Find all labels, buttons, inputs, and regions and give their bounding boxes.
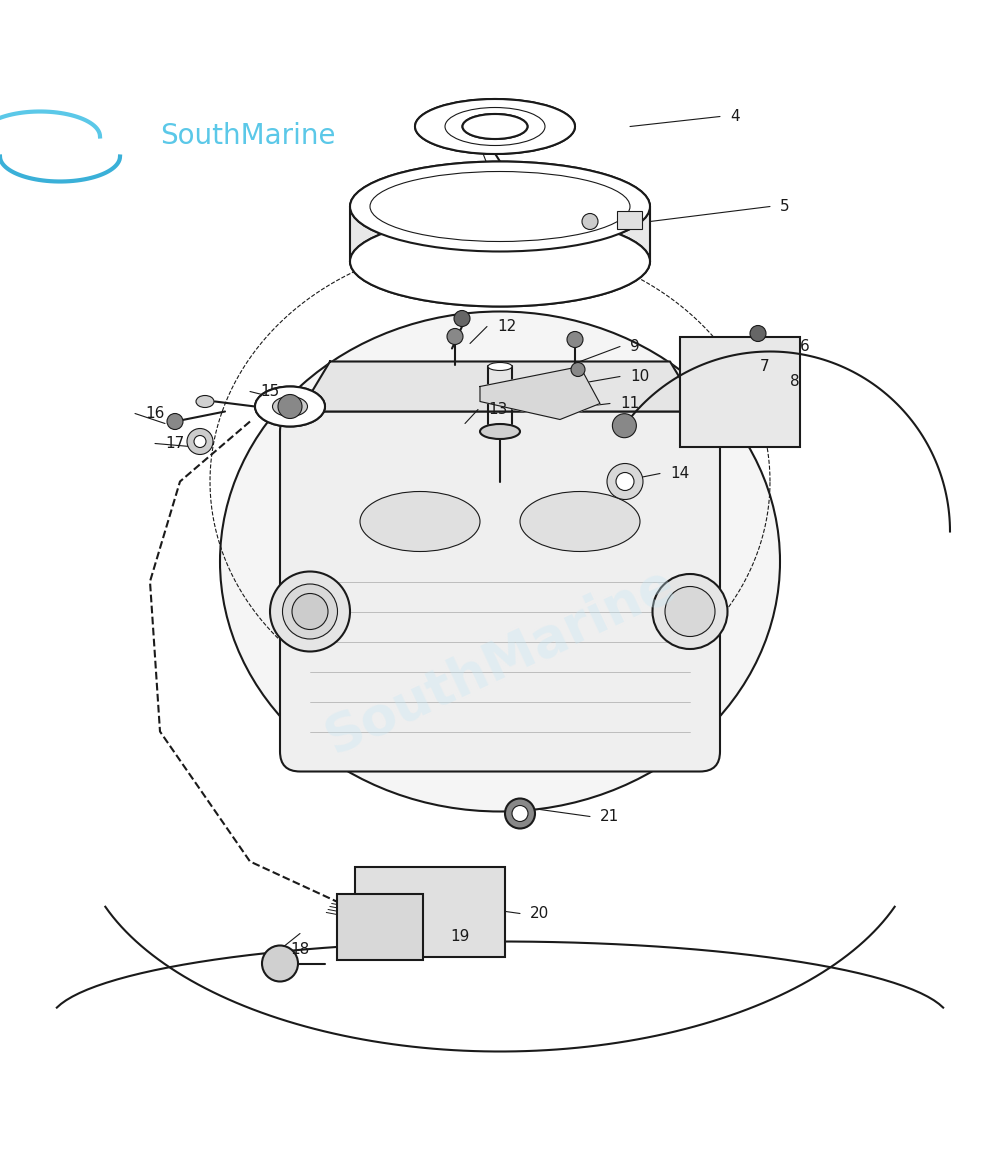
Text: 17: 17 <box>165 436 184 451</box>
Text: 8: 8 <box>790 374 800 388</box>
Ellipse shape <box>283 584 338 638</box>
Ellipse shape <box>196 395 214 407</box>
Circle shape <box>567 331 583 348</box>
Text: 21: 21 <box>600 809 619 825</box>
Ellipse shape <box>520 492 640 551</box>
Text: 18: 18 <box>290 942 309 957</box>
Text: 4: 4 <box>730 109 740 124</box>
Circle shape <box>512 806 528 821</box>
Text: 11: 11 <box>620 395 639 411</box>
Ellipse shape <box>350 162 650 251</box>
Ellipse shape <box>445 107 545 145</box>
FancyBboxPatch shape <box>337 893 423 959</box>
Ellipse shape <box>652 575 728 649</box>
Text: 20: 20 <box>530 906 549 921</box>
FancyBboxPatch shape <box>617 211 642 228</box>
Text: 7: 7 <box>760 359 770 374</box>
FancyBboxPatch shape <box>355 866 505 956</box>
Circle shape <box>194 435 206 448</box>
Circle shape <box>167 414 183 429</box>
Text: 13: 13 <box>488 402 507 418</box>
Circle shape <box>750 326 766 342</box>
Text: 9: 9 <box>630 338 640 354</box>
Ellipse shape <box>462 114 528 140</box>
Text: 12: 12 <box>497 319 516 334</box>
Circle shape <box>612 414 636 437</box>
FancyBboxPatch shape <box>680 336 800 447</box>
Circle shape <box>571 363 585 377</box>
Circle shape <box>454 311 470 327</box>
Ellipse shape <box>255 386 325 427</box>
Circle shape <box>292 593 328 629</box>
Polygon shape <box>350 207 650 262</box>
Circle shape <box>505 799 535 828</box>
Text: SouthMarine: SouthMarine <box>317 558 683 765</box>
Ellipse shape <box>665 586 715 636</box>
Text: 6: 6 <box>800 338 810 354</box>
Circle shape <box>582 214 598 229</box>
Circle shape <box>262 946 298 982</box>
Text: 16: 16 <box>145 406 164 421</box>
Ellipse shape <box>350 216 650 307</box>
Ellipse shape <box>415 99 575 154</box>
Ellipse shape <box>220 312 780 812</box>
Text: 10: 10 <box>630 369 649 384</box>
Ellipse shape <box>415 99 575 154</box>
Ellipse shape <box>270 571 350 651</box>
Circle shape <box>616 472 634 491</box>
Circle shape <box>278 394 302 419</box>
FancyBboxPatch shape <box>280 412 720 771</box>
Circle shape <box>607 464 643 499</box>
Ellipse shape <box>272 397 308 416</box>
Text: 19: 19 <box>450 929 469 944</box>
Ellipse shape <box>480 424 520 438</box>
Circle shape <box>447 328 463 344</box>
Polygon shape <box>300 362 700 412</box>
Ellipse shape <box>462 114 528 140</box>
Text: 14: 14 <box>670 466 689 481</box>
Ellipse shape <box>488 363 512 371</box>
Text: 15: 15 <box>260 384 279 399</box>
Ellipse shape <box>350 216 650 307</box>
Ellipse shape <box>360 492 480 551</box>
Text: 5: 5 <box>780 199 790 214</box>
Polygon shape <box>480 366 600 420</box>
Text: SouthMarine: SouthMarine <box>160 122 336 150</box>
Ellipse shape <box>255 386 325 427</box>
Circle shape <box>187 428 213 455</box>
Ellipse shape <box>370 171 630 242</box>
Ellipse shape <box>350 162 650 251</box>
